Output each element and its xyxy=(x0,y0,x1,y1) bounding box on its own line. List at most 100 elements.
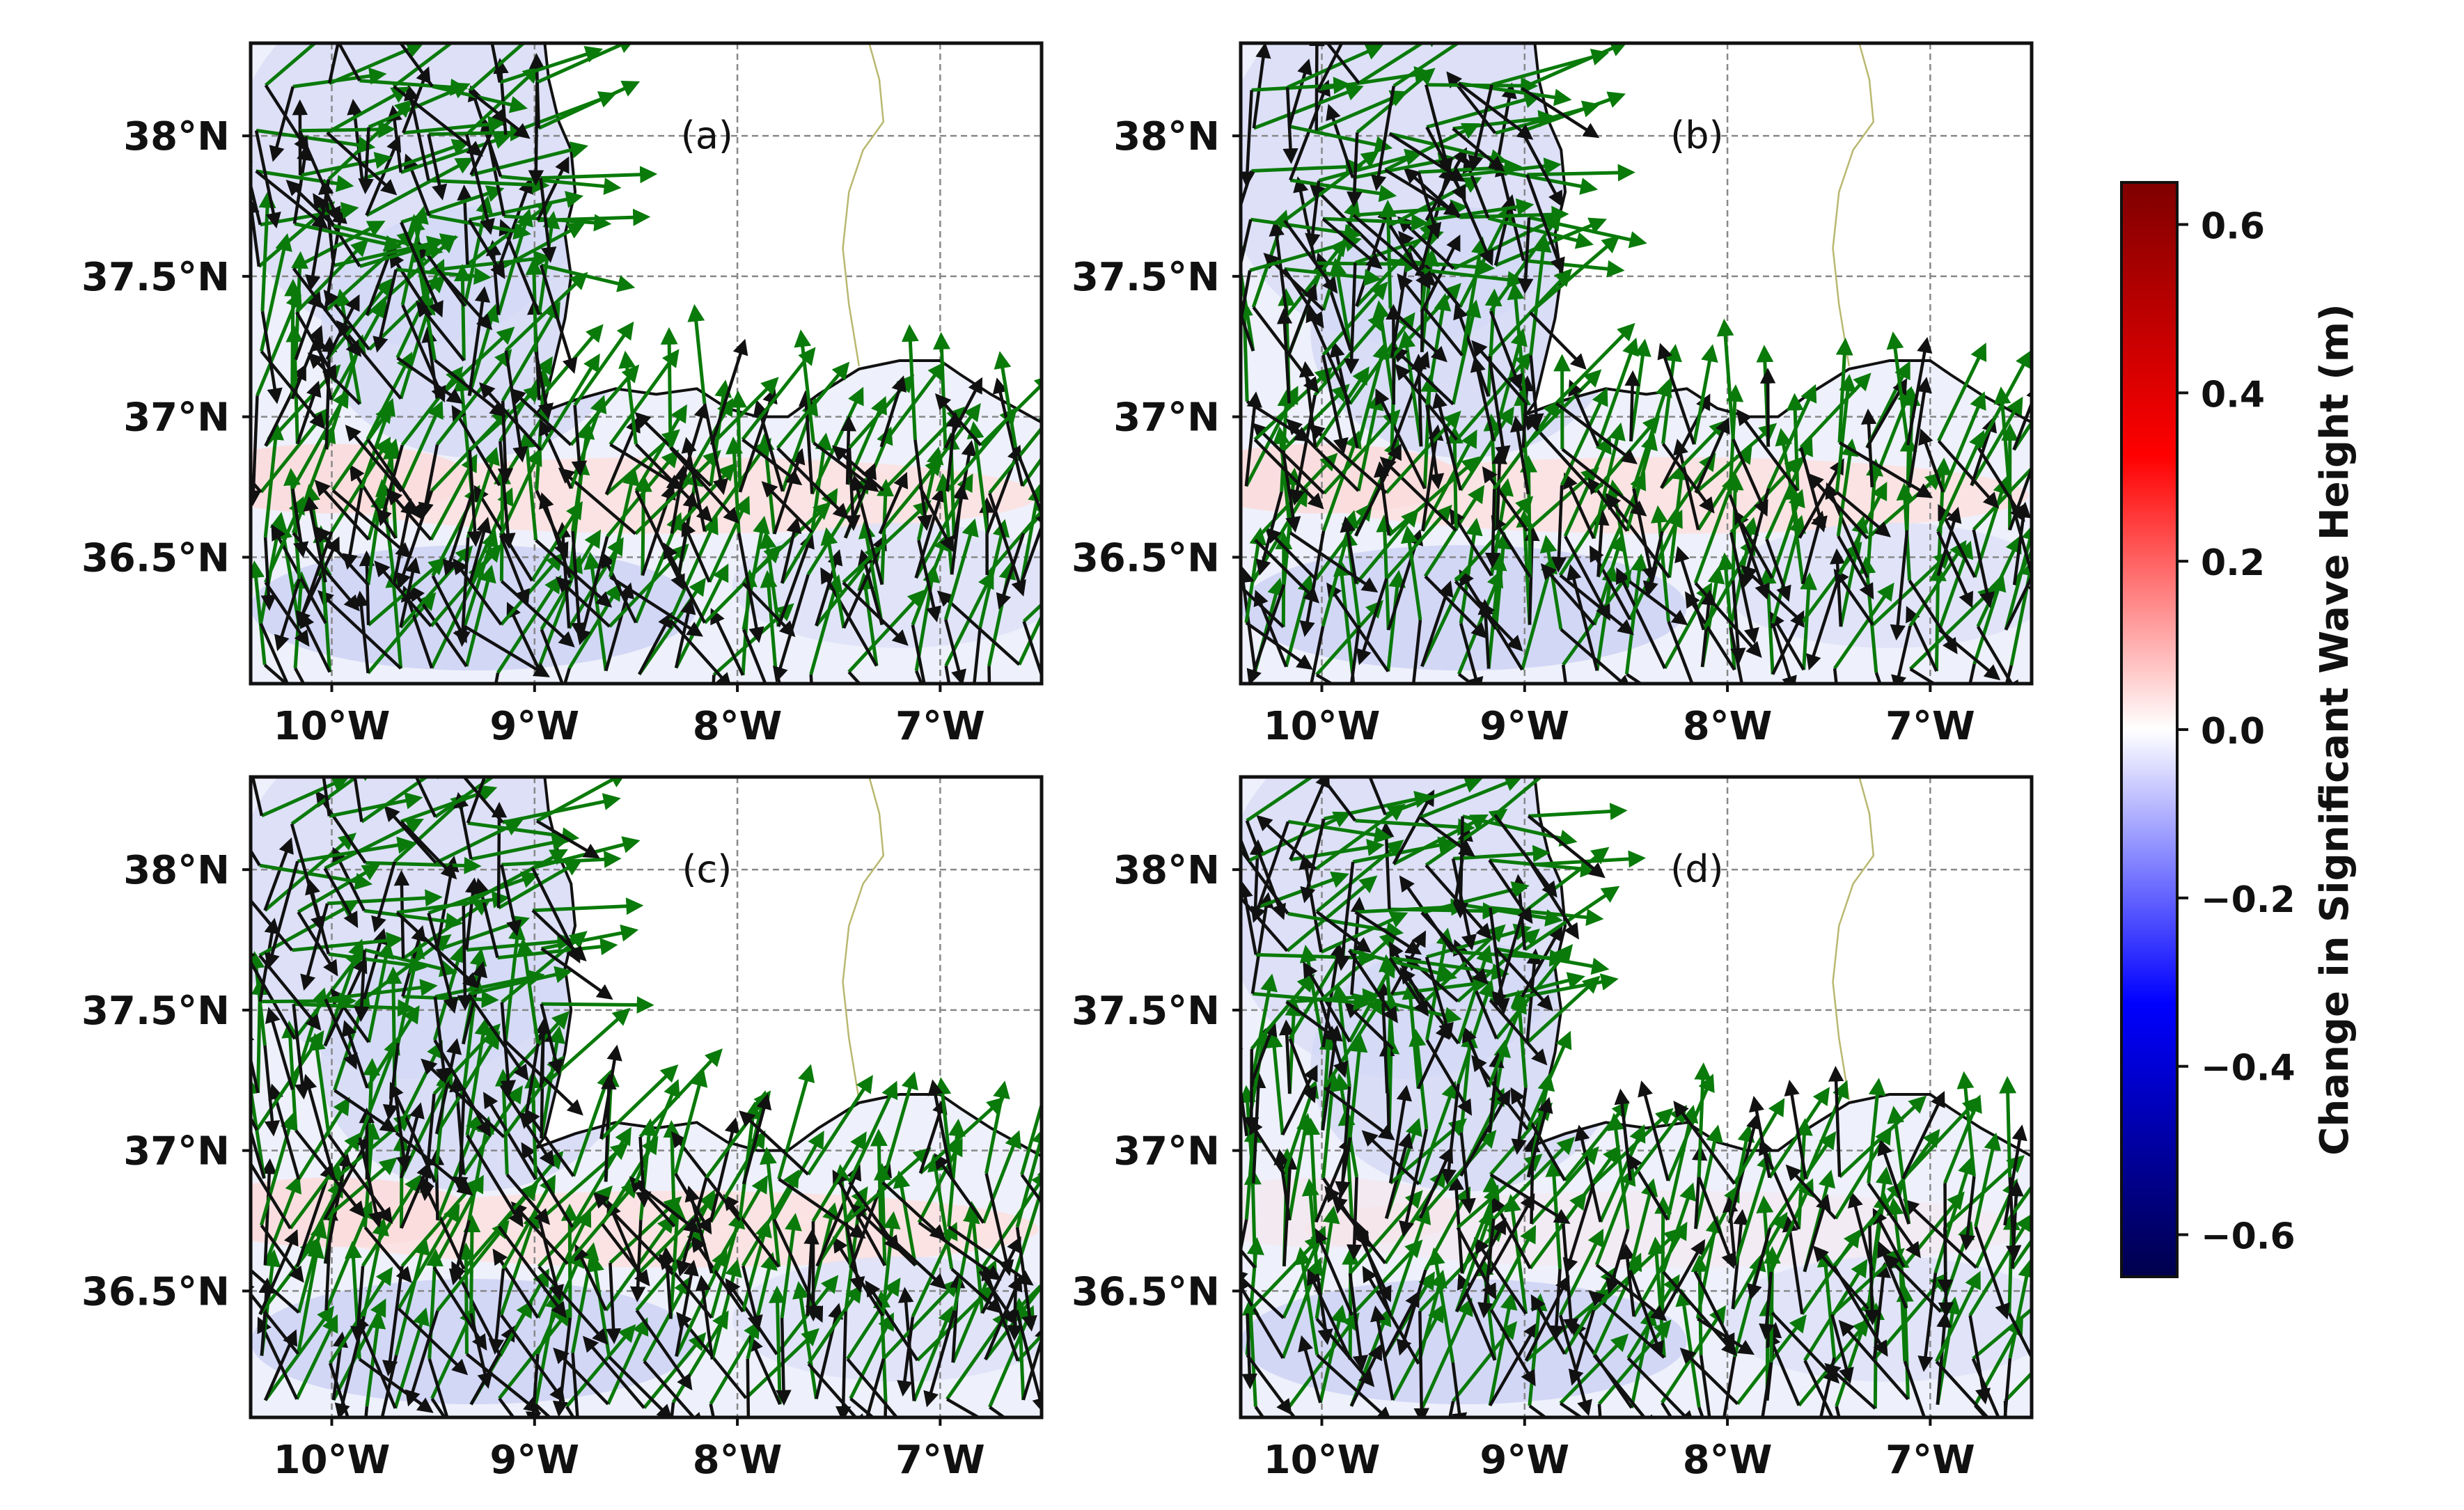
wind-arrow-green xyxy=(1421,268,1525,289)
wind-arrow-green xyxy=(570,364,640,446)
wave-arrow-black xyxy=(504,349,528,463)
wind-arrow-green xyxy=(982,1130,1021,1224)
wave-arrow-black xyxy=(878,471,909,535)
wave-arrow-black xyxy=(681,519,711,583)
wind-arrow-green xyxy=(1716,318,1735,440)
wave-arrow-black xyxy=(535,539,613,608)
colorbar-tick-label: 0.4 xyxy=(2201,374,2265,416)
wave-arrow-black xyxy=(849,1397,876,1417)
wave-arrow-black xyxy=(314,479,370,541)
wind-arrow-green xyxy=(499,552,564,626)
lon-tick-label: 9°W xyxy=(1480,704,1569,749)
wind-arrow-green xyxy=(1937,343,1987,442)
wave-arrow-black xyxy=(539,178,557,263)
lat-tick-label: 36.5°N xyxy=(1072,1269,1220,1314)
wave-arrow-black xyxy=(1282,268,1324,329)
wave-arrow-black xyxy=(1519,375,1535,448)
wind-arrow-green xyxy=(284,278,302,399)
wind-arrow-green xyxy=(1903,388,1921,488)
wind-arrow-green xyxy=(988,410,1042,494)
wave-arrow-black xyxy=(988,492,1026,597)
wave-arrow-black xyxy=(254,129,281,229)
wave-arrow-black xyxy=(638,611,673,675)
wind-arrow-green xyxy=(494,466,512,581)
lon-tick-label: 8°W xyxy=(693,704,783,749)
wind-arrow-green xyxy=(1858,556,1878,673)
wave-arrow-black xyxy=(382,1266,404,1376)
wind-arrow-green xyxy=(1358,43,1442,85)
lon-tick-label: 10°W xyxy=(274,704,391,749)
wind-arrow-green xyxy=(385,569,403,669)
wave-arrow-black xyxy=(1425,404,1445,490)
wind-arrow-green xyxy=(258,1238,317,1316)
wave-arrow-black xyxy=(374,560,432,627)
wave-arrow-black xyxy=(1425,84,1454,175)
wind-arrow-green xyxy=(324,1157,398,1220)
wind-arrow-green xyxy=(687,304,707,404)
wind-arrow-green xyxy=(794,329,815,443)
wind-arrow-green xyxy=(809,574,843,675)
wind-arrow-green xyxy=(609,349,680,446)
wind-arrow-green xyxy=(1592,422,1626,540)
wind-arrow-green xyxy=(707,495,751,583)
wave-arrow-black xyxy=(537,1265,609,1345)
wave-arrow-black xyxy=(323,289,371,351)
panel-plot-area xyxy=(251,777,1042,1417)
wave-arrow-black xyxy=(1321,354,1349,455)
wind-arrow-green xyxy=(325,278,393,361)
wind-arrow-green xyxy=(263,1175,301,1266)
wind-arrow-green xyxy=(1458,81,1572,107)
wave-arrow-black xyxy=(601,1222,650,1287)
wind-arrow-green xyxy=(1287,43,1384,89)
wind-arrow-green xyxy=(792,1281,818,1399)
colorbar-label: Change in Significant Wave Height (m) xyxy=(2312,304,2357,1155)
map-panel-1: (a) 10°W 9°W 8°W 7°W 38°N 37.5°N 37°N 36.5°N xyxy=(81,41,1044,749)
wind-arrow-green xyxy=(741,347,816,441)
wind-arrow-green xyxy=(2012,547,2032,586)
wave-arrow-black xyxy=(658,1253,713,1319)
wave-arrow-black xyxy=(1315,43,1360,84)
wave-arrow-black xyxy=(466,1353,540,1413)
wind-arrow-green xyxy=(541,996,654,1014)
wave-arrow-black xyxy=(1424,575,1488,639)
wave-arrow-black xyxy=(815,549,843,627)
wave-arrow-black xyxy=(1765,538,1791,602)
wind-arrow-green xyxy=(1631,379,1672,489)
wave-arrow-black xyxy=(1736,409,1799,492)
wind-arrow-green xyxy=(1022,602,1042,623)
wave-arrow-black xyxy=(468,517,492,584)
wave-arrow-black xyxy=(1937,1183,1954,1296)
wave-arrow-black xyxy=(593,1192,674,1275)
wind-arrow-green xyxy=(400,185,505,224)
wave-arrow-black xyxy=(1349,624,1361,684)
wave-arrow-black xyxy=(1397,273,1464,356)
wind-arrow-green xyxy=(289,1132,362,1230)
wind-arrow-green xyxy=(573,321,634,407)
wind-arrow-green xyxy=(1993,386,2012,496)
wave-arrow-black xyxy=(1321,217,1383,269)
wind-arrow-green xyxy=(1421,430,1477,532)
wind-arrow-green xyxy=(1314,366,1370,449)
wind-arrow-green xyxy=(660,327,678,448)
wave-arrow-black xyxy=(1244,391,1262,487)
wave-arrow-black xyxy=(737,532,764,643)
wind-arrow-green xyxy=(1348,312,1415,405)
wind-arrow-green xyxy=(966,420,989,534)
wind-arrow-green xyxy=(299,120,396,139)
wind-arrow-green xyxy=(536,1209,592,1319)
wave-arrow-black xyxy=(571,1353,579,1417)
wave-arrow-black xyxy=(436,268,493,331)
wave-arrow-black xyxy=(741,582,796,638)
wave-arrow-black xyxy=(1624,370,1640,442)
wind-arrow-green xyxy=(536,43,636,84)
wave-arrow-black xyxy=(432,1266,487,1351)
wave-arrow-black xyxy=(1432,392,1462,491)
wave-arrow-black xyxy=(399,557,421,628)
lat-tick-label: 38°N xyxy=(123,114,230,159)
wave-arrow-black xyxy=(538,1220,564,1301)
wind-arrow-green xyxy=(466,446,500,538)
wave-arrow-black xyxy=(350,1266,366,1342)
map-panel-4: (d) 10°W 9°W 8°W 7°W 38°N 37.5°N 37°N 36.5°N xyxy=(1072,775,2034,1483)
wave-arrow-black xyxy=(500,580,575,648)
